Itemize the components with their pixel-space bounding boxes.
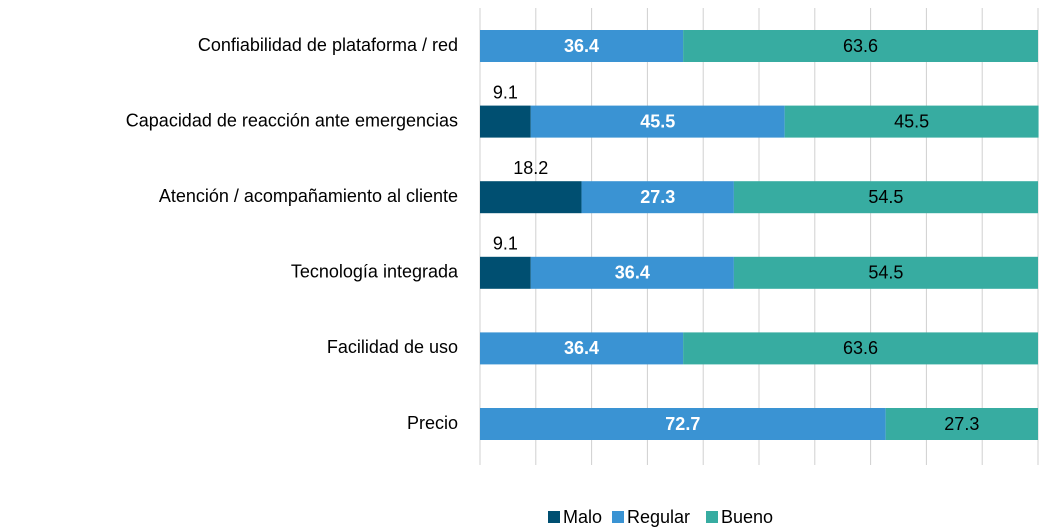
data-label: 54.5 [868,263,903,283]
data-label: 18.2 [513,158,548,178]
data-label: 36.4 [564,338,599,358]
bar-segment [581,181,734,214]
y-tick-label: Facilidad de uso [327,337,458,357]
bar-segment [683,332,1038,365]
legend-swatch [612,511,624,523]
data-label: 36.4 [564,36,599,56]
data-label: 36.4 [615,263,650,283]
y-tick-label: Tecnología integrada [291,262,459,282]
data-label: 63.6 [843,338,878,358]
y-tick-label: Confiabilidad de plataforma / red [198,35,458,55]
legend-swatch [548,511,560,523]
legend-label: Malo [563,507,602,527]
y-tick-label: Capacidad de reacción ante emergencias [126,110,458,130]
legend-label: Bueno [721,507,773,527]
bar-segment [480,105,531,138]
data-label: 72.7 [665,414,700,434]
bar-segment [530,105,785,138]
data-label: 9.1 [493,234,518,254]
data-label: 27.3 [640,187,675,207]
bar-segment [480,30,684,62]
legend-label: Regular [627,507,690,527]
bar-segment [784,105,1039,138]
data-label: 45.5 [894,111,929,131]
y-tick-label: Atención / acompañamiento al cliente [159,186,458,206]
bar-segment [885,408,1038,440]
data-label: 27.3 [944,414,979,434]
data-label: 45.5 [640,111,675,131]
data-label: 54.5 [868,187,903,207]
data-label: 63.6 [843,36,878,56]
bar-segment [480,408,886,440]
y-tick-label: Precio [407,413,458,433]
bar-segment [683,30,1038,62]
data-label: 9.1 [493,82,518,102]
bar-segment [480,181,582,214]
bar-segment [733,181,1038,214]
bar-segment [530,256,734,289]
bar-segment [480,332,684,365]
bar-segment [480,256,531,289]
legend-swatch [706,511,718,523]
bar-segment [733,256,1038,289]
